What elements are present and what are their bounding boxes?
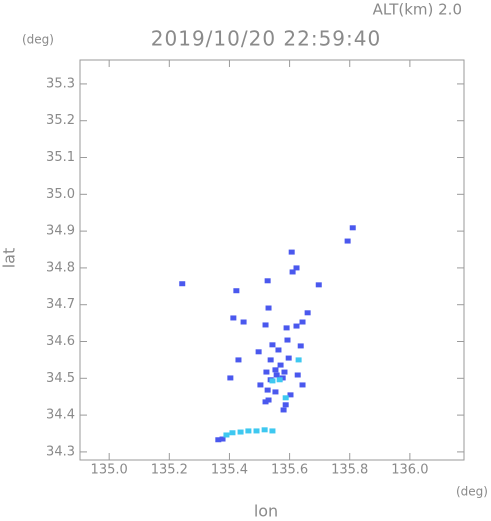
echo-point — [287, 392, 294, 398]
plot-frame — [79, 59, 465, 461]
echo-point — [280, 407, 287, 413]
y-tick-label: 34.4 — [46, 408, 75, 423]
x-tick-label: 135.6 — [271, 463, 308, 478]
echo-point — [229, 430, 236, 436]
y-tick-label: 35.3 — [46, 76, 75, 91]
echo-point — [285, 355, 292, 361]
echo-point — [304, 310, 311, 316]
y-tick-label: 35.0 — [46, 187, 75, 202]
echo-point — [261, 427, 268, 433]
echo-point — [315, 282, 322, 288]
echo-point — [299, 319, 306, 325]
echo-point — [257, 382, 264, 388]
echo-point — [282, 395, 289, 401]
echo-point — [262, 399, 269, 405]
echo-point — [349, 225, 356, 231]
y-tick-label: 34.5 — [46, 371, 75, 386]
altitude-label: ALT(km) 2.0 — [373, 1, 462, 19]
x-unit: (deg) — [456, 485, 488, 499]
y-tick-label: 34.7 — [46, 297, 75, 312]
echo-point — [275, 347, 282, 353]
x-tick-label: 135.4 — [211, 463, 248, 478]
x-axis-title: lon — [254, 502, 278, 521]
echo-point — [227, 375, 234, 381]
echo-point — [294, 372, 301, 378]
echo-point — [262, 322, 269, 328]
y-tick-label: 34.3 — [46, 444, 75, 459]
echo-point — [269, 428, 276, 434]
x-tick-label: 136.0 — [391, 463, 428, 478]
echo-point — [272, 389, 279, 395]
echo-point — [281, 369, 288, 375]
chart-title: 2019/10/20 22:59:40 — [151, 27, 381, 51]
x-tick-label: 135.0 — [91, 463, 128, 478]
y-tick-label: 35.2 — [46, 113, 75, 128]
echo-point — [295, 357, 302, 363]
echo-point — [179, 281, 186, 287]
echo-point — [253, 428, 260, 434]
echo-point — [245, 428, 252, 434]
echo-point — [289, 269, 296, 275]
y-unit: (deg) — [22, 33, 54, 47]
echo-point — [265, 305, 272, 311]
echo-point — [279, 375, 286, 381]
y-tick-label: 34.8 — [46, 260, 75, 275]
x-tick-label: 135.2 — [151, 463, 188, 478]
y-tick-label: 34.9 — [46, 224, 75, 239]
echo-point — [267, 357, 274, 363]
echo-point — [215, 437, 222, 443]
echo-point — [269, 342, 276, 348]
echo-point — [293, 265, 300, 271]
echo-point — [264, 387, 271, 393]
echo-point — [276, 377, 283, 383]
echo-point — [283, 325, 290, 331]
echo-point — [237, 429, 244, 435]
echo-point — [277, 362, 284, 368]
y-tick-label: 35.1 — [46, 150, 75, 165]
echo-point — [219, 436, 226, 442]
echo-point — [223, 432, 230, 438]
echo-point — [230, 315, 237, 321]
echo-point — [282, 402, 289, 408]
echo-point — [272, 367, 279, 373]
echo-point — [269, 378, 276, 384]
echo-point — [284, 337, 291, 343]
echo-point — [264, 278, 271, 284]
echo-point — [265, 397, 272, 403]
echo-point — [344, 238, 351, 244]
echo-point — [233, 288, 240, 294]
echo-point — [235, 357, 242, 363]
echo-point — [288, 249, 295, 255]
echo-point — [263, 369, 270, 375]
echo-point — [273, 372, 280, 378]
echo-point — [297, 343, 304, 349]
y-axis-title: lat — [0, 248, 19, 269]
x-tick-label: 135.8 — [331, 463, 368, 478]
y-tick-label: 34.6 — [46, 334, 75, 349]
echo-point — [255, 349, 262, 355]
echo-point — [240, 319, 247, 325]
echo-point — [293, 323, 300, 329]
echo-point — [299, 382, 306, 388]
